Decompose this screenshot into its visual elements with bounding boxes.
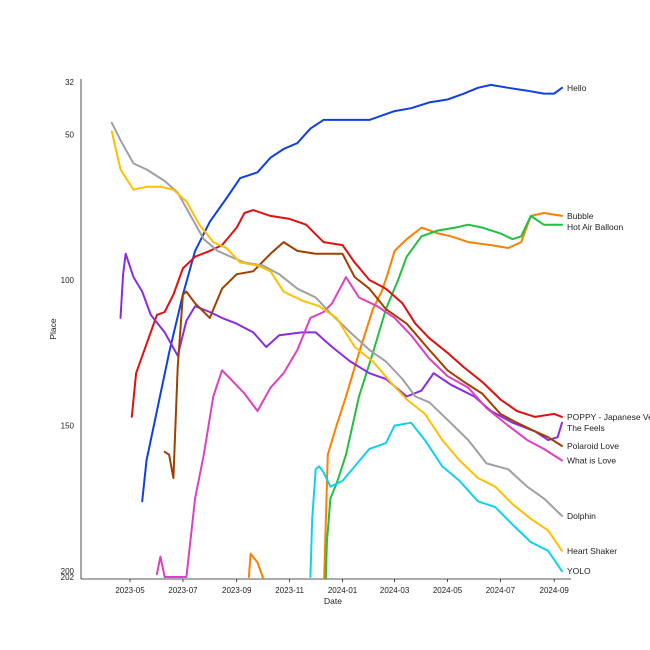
series-lines	[110, 83, 563, 579]
x-axis-title: Date	[324, 596, 342, 606]
series-line-poppy-japanese-ver	[130, 209, 563, 418]
series-line-heart-shaker	[110, 130, 563, 552]
series-label-bubble: Bubble	[567, 211, 594, 221]
series-line-polaroid-love	[163, 241, 563, 479]
series-label-yolo: YOLO	[567, 566, 591, 576]
x-tick-label: 2024-07	[486, 586, 516, 595]
y-tick-label: 200	[61, 567, 75, 576]
y-tick-label: 50	[65, 130, 74, 139]
series-line-hello	[141, 83, 563, 503]
x-tick-label: 2023-07	[168, 586, 198, 595]
series-label-polaroid-love: Polaroid Love	[567, 441, 619, 451]
x-tick-label: 2024-05	[433, 586, 463, 595]
series-line-what-is-love	[155, 276, 563, 578]
y-tick-label: 100	[61, 276, 75, 285]
x-tick-label: 2024-03	[380, 586, 410, 595]
x-tick-label: 2023-09	[222, 586, 252, 595]
series-label-hello: Hello	[567, 83, 587, 93]
x-ticks: 2023-05 2023-07 2023-09 2023-11 2024-01 2024-…	[115, 579, 569, 595]
series-line-hot-air-balloon	[324, 214, 563, 579]
x-tick-label: 2024-09	[540, 586, 570, 595]
series-label-dolphin: Dolphin	[567, 511, 596, 521]
series-line-yolo	[309, 421, 563, 578]
y-axis-title: Place	[48, 318, 58, 340]
series-label-what-is-love: What is Love	[567, 456, 616, 466]
series-label-the-feels: The Feels	[567, 423, 605, 433]
y-tick-label: 150	[61, 422, 75, 431]
y-tick-label: 202	[61, 573, 75, 582]
x-tick-label: 2024-01	[328, 586, 358, 595]
x-tick-label: 2023-05	[115, 586, 145, 595]
y-tick-label: 32	[65, 78, 74, 87]
series-line-bubble	[247, 212, 563, 579]
series-label-hot-air-balloon: Hot Air Balloon	[567, 222, 623, 232]
series-label-poppy-japanese-ver: POPPY - Japanese Ver.	[567, 412, 650, 422]
axes: Place Date	[48, 79, 571, 606]
x-tick-label: 2023-11	[275, 586, 304, 595]
series-label-heart-shaker: Heart Shaker	[567, 546, 617, 556]
